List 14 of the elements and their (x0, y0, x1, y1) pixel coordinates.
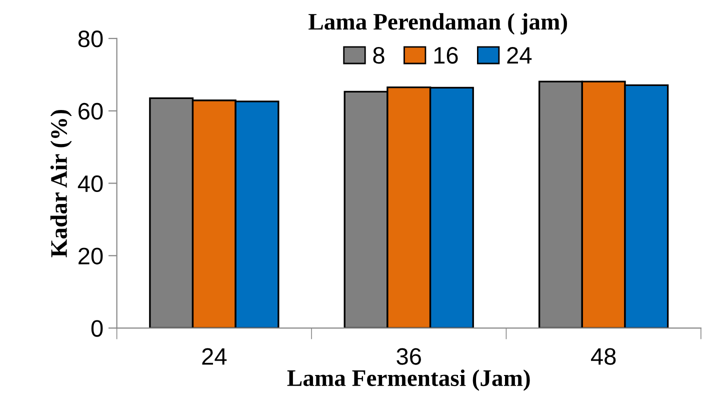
y-tick-label: 0 (91, 320, 103, 337)
y-tick-label: 60 (78, 102, 103, 120)
y-tick-label: 40 (78, 175, 103, 192)
y-axis-title: Kadar Air (%) (50, 110, 72, 258)
x-tick-label: 48 (590, 348, 616, 365)
legend-label: 8 (373, 47, 384, 64)
y-tick-label: 80 (78, 30, 103, 48)
legend-title: Lama Perendaman ( jam) (308, 13, 567, 35)
x-tick-label: 24 (202, 348, 227, 365)
y-tick-label: 20 (78, 248, 103, 264)
x-tick-label: 36 (396, 348, 421, 365)
legend-label: 24 (507, 47, 532, 64)
x-axis-title: Lama Fermentasi (Jam) (287, 370, 530, 391)
legend-label: 16 (434, 47, 458, 64)
